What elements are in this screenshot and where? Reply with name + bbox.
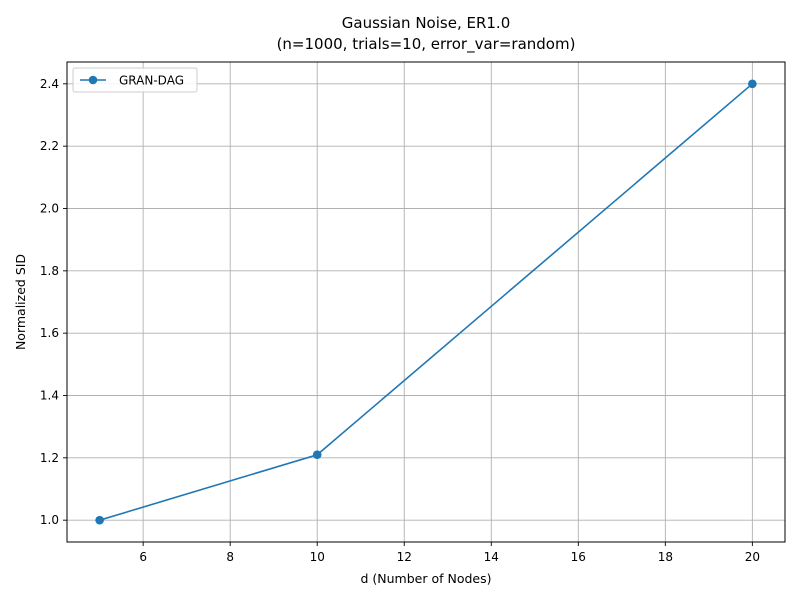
x-tick-label: 6 [139,550,147,564]
x-tick-label: 12 [397,550,412,564]
chart-title: Gaussian Noise, ER1.0 [342,14,511,32]
chart-subtitle: (n=1000, trials=10, error_var=random) [277,35,576,54]
y-tick-label: 1.6 [40,326,59,340]
plot-frame [66,61,786,543]
y-tick-label: 2.2 [40,139,59,153]
y-tick-label: 1.2 [40,451,59,465]
legend-box [72,67,198,93]
x-tick-label: 16 [571,550,586,564]
y-axis-label: Normalized SID [13,254,28,350]
data-point-marker [312,450,322,460]
y-tick-label: 1.4 [40,389,59,403]
grid-layer [67,62,785,542]
legend-marker-swatch [88,75,98,85]
series-line [99,83,753,521]
y-tick-label: 1.8 [40,264,59,278]
tick-layer: 6 8 10 12 14 16 18 20 1.0 1.2 1.4 1.6 1.8 2.0 2.2 2.4 [40,77,760,564]
x-tick-label: 18 [658,550,673,564]
x-tick-label: 10 [310,550,325,564]
y-tick-label: 2.4 [40,77,59,91]
x-axis-label: d (Number of Nodes) [360,571,491,586]
x-tick-label: 14 [484,550,499,564]
legend-label: GRAN-DAG [119,74,184,88]
series-layer [95,79,757,525]
y-tick-label: 2.0 [40,201,59,215]
x-tick-label: 8 [226,550,234,564]
x-tick-label: 20 [745,550,760,564]
data-point-marker [748,79,757,89]
data-point-marker [95,515,104,525]
y-tick-label: 1.0 [40,513,59,527]
legend: GRAN-DAG [72,67,198,93]
